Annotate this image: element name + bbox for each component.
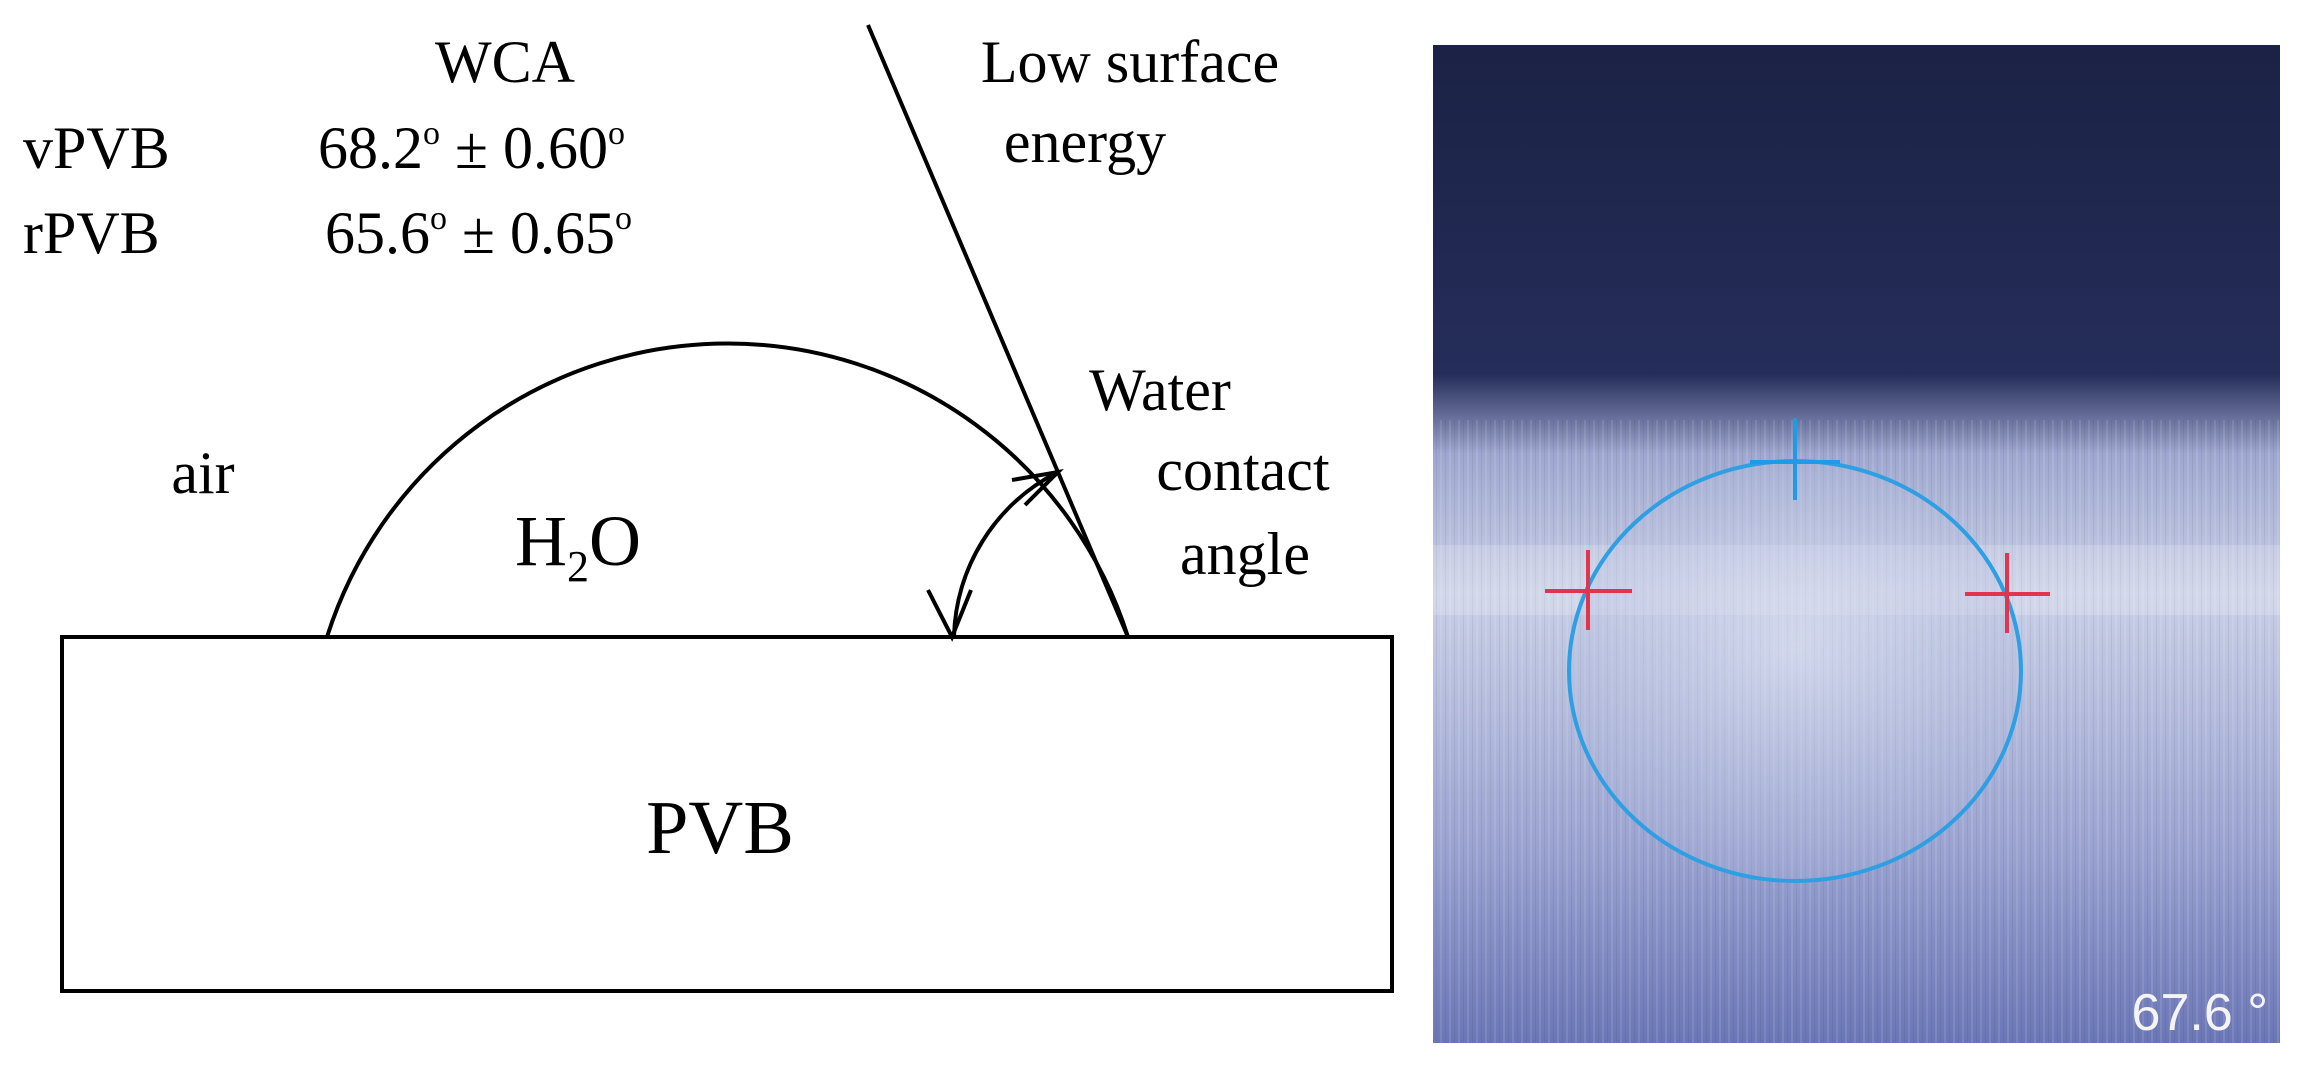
wca-label-line1: Water [1089, 357, 1231, 423]
wca-label-line2: contact [1156, 437, 1330, 503]
air-label: air [171, 440, 234, 506]
sample-label-vpvb: vPVB [23, 115, 170, 181]
angle-readout: 67.6 ° [2132, 984, 2268, 1042]
water-droplet [325, 341, 1130, 638]
schematic: WCA vPVB 68.2o ± 0.60o rPVB 65.6o ± 0.65… [23, 24, 1394, 993]
contact-angle-arc [952, 471, 1057, 638]
low-surface-label-line1: Low surface [981, 29, 1279, 95]
arrowhead-lower [926, 589, 973, 642]
arrowhead-upper [1011, 468, 1064, 507]
left-baseline-marker-icon [1545, 550, 1632, 630]
water-label: H2O [515, 501, 641, 591]
wca-value-vpvb: 68.2o ± 0.60o [318, 115, 625, 181]
sample-label-rpvb: rPVB [23, 200, 160, 266]
droplet-fit-circle [1567, 459, 2023, 883]
substrate-label: PVB [646, 786, 794, 870]
right-baseline-marker-icon [1965, 553, 2050, 633]
pvb-substrate [60, 635, 1394, 993]
wca-header: WCA [435, 29, 575, 95]
wca-value-rpvb: 65.6o ± 0.65o [325, 200, 632, 266]
tangent-line [866, 24, 1130, 638]
contact-angle-photo: 67.6 ° [1433, 45, 2280, 1043]
apex-marker-icon [1750, 418, 1840, 500]
wca-label-line3: angle [1180, 521, 1310, 587]
low-surface-label-line2: energy [1004, 109, 1166, 175]
